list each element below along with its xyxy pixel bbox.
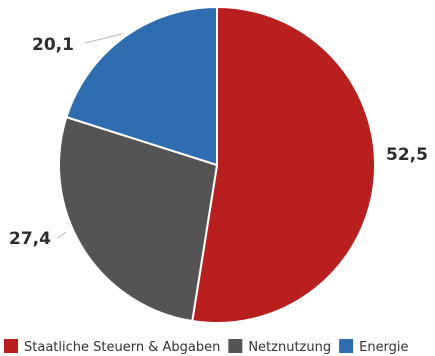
- legend-label-netznutzung: Netznutzung: [248, 340, 331, 355]
- legend-swatch-energie: [339, 339, 354, 353]
- legend: Staatliche Steuern & Abgaben Netznutzung E…: [4, 339, 409, 355]
- pie-slice-energie: [65, 6, 218, 166]
- legend-swatch-netznutzung: [228, 339, 243, 353]
- leader-line-energie: [84, 33, 123, 44]
- legend-label-staatliche-steuern-and-abgaben: Staatliche Steuern & Abgaben: [24, 340, 220, 355]
- label-leaders: [57, 33, 123, 239]
- legend-item-netznutzung: Netznutzung: [228, 339, 331, 355]
- data-label-staatliche-steuern-and-abgaben: 52,5: [386, 145, 428, 165]
- legend-label-energie: Energie: [359, 340, 408, 355]
- data-label-energie: 20,1: [32, 35, 74, 55]
- legend-item-energie: Energie: [339, 339, 409, 355]
- pie-slice-staatliche-steuern-and-abgaben: [191, 6, 377, 324]
- data-label-netznutzung: 27,4: [9, 229, 51, 249]
- leader-line-netznutzung: [57, 231, 67, 239]
- data-labels: 52,5 27,4 20,1: [9, 35, 428, 249]
- pie-slice-netznutzung: [58, 116, 218, 323]
- legend-swatch-staatliche-steuern-and-abgaben: [4, 339, 18, 353]
- legend-item-staatliche-steuern-and-abgaben: Staatliche Steuern & Abgaben: [4, 339, 220, 355]
- pie-slices: [58, 6, 377, 324]
